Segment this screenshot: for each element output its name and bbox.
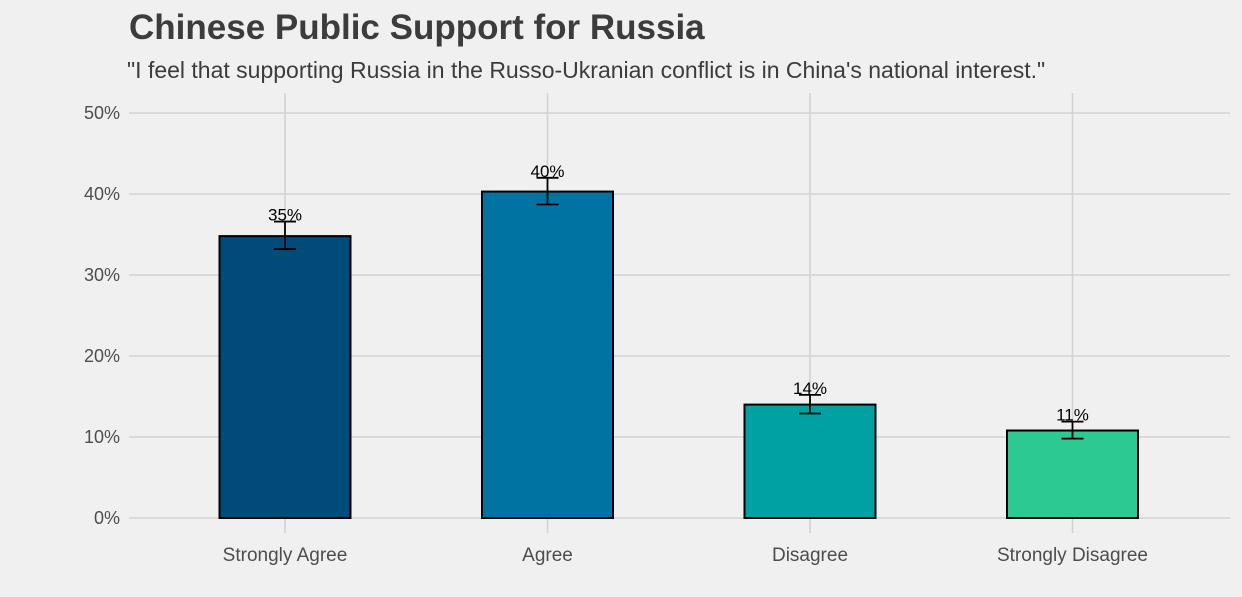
- x-axis-ticks: Strongly Agree Agree Disagree Strongly Disa…: [223, 545, 1148, 566]
- chart-title: Chinese Public Support for Russia: [129, 8, 705, 47]
- y-tick-label: 50%: [84, 103, 120, 123]
- x-tick-label: Disagree: [772, 545, 848, 566]
- x-tick-label: Strongly Disagree: [997, 545, 1148, 566]
- error-bar: [799, 393, 821, 415]
- chart-subtitle: "I feel that supporting Russia in the Ru…: [127, 57, 1046, 83]
- x-tick-label: Agree: [522, 545, 573, 566]
- y-tick-label: 0%: [94, 508, 120, 528]
- data-label: 40%: [530, 162, 564, 181]
- bar: [743, 403, 877, 520]
- error-bar: [536, 176, 559, 206]
- y-tick-label: 30%: [84, 265, 120, 285]
- bars: [218, 190, 1139, 520]
- bar: [218, 235, 352, 519]
- data-label: 14%: [793, 379, 827, 398]
- error-bars: [274, 176, 1084, 440]
- bar: [1006, 429, 1139, 519]
- data-label: 11%: [1056, 406, 1089, 425]
- data-label: 35%: [268, 206, 302, 225]
- bar: [481, 190, 614, 519]
- data-labels: 35% 40% 14% 11%: [268, 162, 1089, 425]
- y-axis-ticks: 0% 10% 20% 30% 40% 50%: [84, 103, 120, 528]
- x-tick-label: Strongly Agree: [223, 545, 348, 566]
- y-tick-label: 10%: [84, 427, 120, 447]
- error-bar: [274, 220, 296, 250]
- error-bar: [1061, 420, 1084, 440]
- y-tick-label: 20%: [84, 346, 120, 366]
- y-tick-label: 40%: [84, 184, 120, 204]
